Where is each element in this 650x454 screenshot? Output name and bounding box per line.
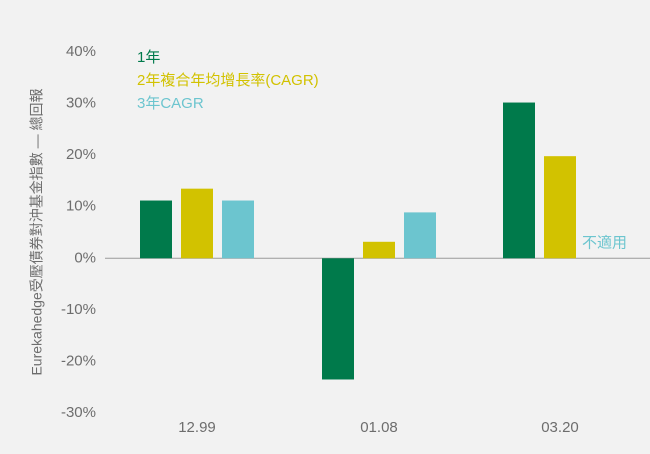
y-tick-label: 40% [66, 43, 96, 60]
annotation: 不適用 [582, 233, 627, 251]
legend-entry: 1年 [137, 49, 160, 66]
bar [544, 156, 576, 259]
y-tick-label: -10% [61, 301, 96, 318]
bar [222, 200, 254, 259]
y-tick-label: 10% [66, 198, 96, 215]
y-axis-label: Eurekahedge受壓債券對沖基金指數 — 總回報 [29, 88, 45, 375]
bar [404, 212, 436, 259]
y-tick-label: 30% [66, 95, 96, 112]
x-tick-label: 12.99 [178, 419, 216, 436]
bar [503, 102, 535, 259]
legend-entry: 3年CAGR [137, 95, 204, 112]
y-tick-label: 20% [66, 146, 96, 163]
bar [181, 188, 213, 259]
y-tick-label: -20% [61, 352, 96, 369]
bar [140, 200, 172, 259]
y-tick-label: 0% [74, 249, 96, 266]
y-tick-label: -30% [61, 404, 96, 421]
x-tick-label: 03.20 [541, 419, 579, 436]
x-tick-label: 01.08 [360, 419, 398, 436]
legend-entry: 2年複合年均增長率(CAGR) [137, 72, 319, 89]
bar [322, 258, 354, 380]
bar [363, 241, 395, 259]
